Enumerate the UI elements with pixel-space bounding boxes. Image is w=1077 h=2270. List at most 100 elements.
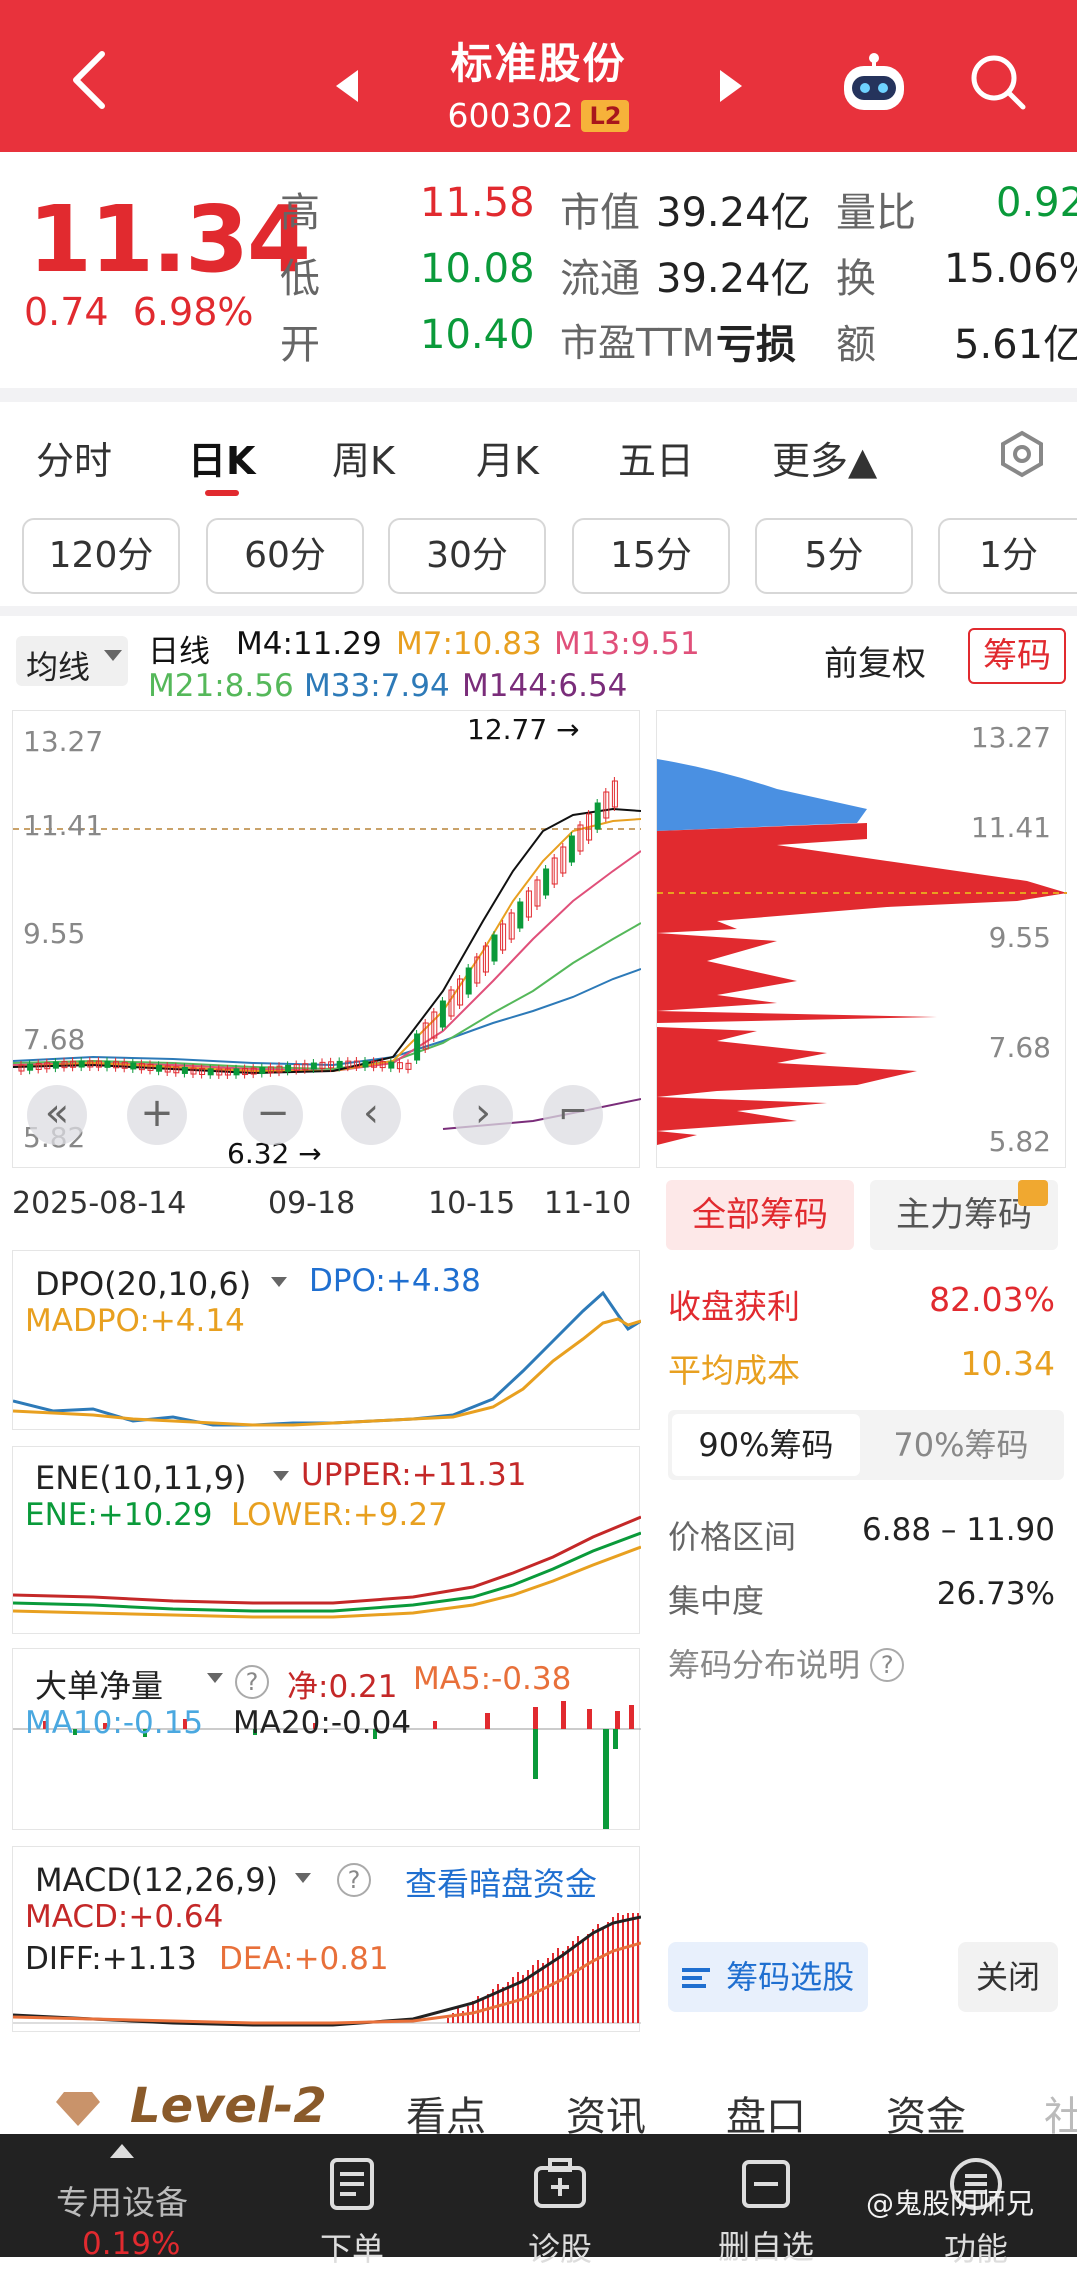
big-order-ma10: MA10:-0.15 [25,1705,204,1741]
tab-more[interactable]: 更多▲ [772,439,878,483]
chip-help[interactable]: 筹码分布说明 ? [668,1640,905,1686]
candle-body [61,1061,68,1069]
candle-body [551,857,558,885]
dark-pool-funds-link[interactable]: 查看暗盘资金 [405,1865,598,1903]
candle-body [147,1063,154,1071]
scroll-right-button[interactable]: › [453,1085,513,1145]
search-icon[interactable] [968,52,1028,112]
candle-body [319,1061,326,1069]
big-order-chart [13,1701,641,1829]
level2-brand[interactable]: Level-2 [130,2078,327,2134]
avg-cost-label: 平均成本 [668,1351,800,1390]
ene-select[interactable]: ENE(10,11,9) [21,1453,291,1501]
tab-news[interactable]: 资讯 [566,2094,646,2140]
ma-m21: M21:8.56 [148,668,294,704]
prev-stock-icon[interactable] [336,70,358,102]
dpo-panel: DPO(20,10,6) DPO:+4.38 MADPO:+4.14 [12,1250,642,1430]
sector-name[interactable]: 专用设备 [56,2183,188,2222]
top-bar: 标准股份 600302 L2 [0,0,1077,152]
nav-order[interactable]: 下单 [262,2134,442,2270]
adjust-mode[interactable]: 前复权 [824,644,926,684]
period-1min[interactable]: 1分 [938,518,1077,594]
big-order-panel: 大单净量 ? 净:0.21 MA5:-0.38 MA10:-0.15 MA20:… [12,1648,641,1830]
tab-monthly-k[interactable]: 月K [476,439,539,483]
tab-community[interactable]: 社 [1044,2094,1077,2140]
ma4-line [12,807,642,1075]
tab-orderbook[interactable]: 盘口 [726,2094,806,2140]
robot-assistant-icon[interactable] [838,50,910,114]
candle-body [121,1061,128,1069]
kline-chart[interactable]: 13.27 11.41 9.55 7.68 5.82 12.77 → 6.32 … [12,710,642,1170]
tab-weekly-k[interactable]: 周K [332,439,395,483]
period-5min[interactable]: 5分 [755,518,913,594]
zoom-out-button[interactable]: − [243,1085,303,1145]
tab-intraday[interactable]: 分时 [36,439,113,483]
candle-body [345,1060,352,1068]
chip-y-tick: 5.82 [988,1125,1051,1158]
big-order-net: 净:0.21 [287,1669,398,1705]
macd-value: MACD:+0.64 [25,1899,224,1935]
rewind-button[interactable]: « [27,1085,87,1145]
ene-panel: ENE(10,11,9) UPPER:+11.31 ENE:+10.29 LOW… [12,1446,642,1634]
chips-toggle-button[interactable]: 筹码 [968,628,1066,684]
help-icon: ? [870,1648,905,1682]
period-30min[interactable]: 30分 [388,518,546,594]
tab-five-day[interactable]: 五日 [618,439,695,483]
kline-y-tick: 9.55 [23,917,86,950]
candle-body [362,1060,369,1068]
candle-body [388,1061,395,1069]
zoom-in-button[interactable]: + [127,1085,187,1145]
scroll-left-button[interactable]: ‹ [341,1085,401,1145]
kline-canvas [12,777,642,1130]
kline-y-tick: 7.68 [23,1023,86,1056]
chip-y-tick: 7.68 [988,1031,1051,1064]
tab-all-chips[interactable]: 全部筹码 [666,1180,854,1250]
big-order-ma20: MA20:-0.04 [233,1705,412,1741]
concentration-value: 26.73% [936,1576,1055,1612]
tab-main-chips[interactable]: 主力筹码 [870,1180,1058,1250]
fullscreen-button[interactable]: ⌐ [543,1085,603,1145]
ma-m13: M13:9.51 [554,626,700,662]
ma33-line [12,968,642,1067]
next-stock-icon[interactable] [720,70,742,102]
profit-value: 82.03% [929,1280,1055,1319]
settings-hexagon-icon[interactable] [998,430,1046,478]
candle-body [474,956,481,984]
big-order-select[interactable]: 大单净量 [21,1655,235,1705]
tab-70pct[interactable]: 70%筹码 [893,1426,1029,1464]
nav-remove-watchlist[interactable]: 删自选 [676,2134,856,2268]
profit-label: 收盘获利 [668,1287,800,1326]
tab-funds[interactable]: 资金 [886,2094,966,2140]
diamond-icon [56,2092,100,2126]
candle-body [199,1067,206,1075]
candle-body [181,1066,188,1074]
candle-body [457,978,464,1006]
period-120min[interactable]: 120分 [22,518,180,594]
dpo-select[interactable]: DPO(20,10,6) [21,1259,297,1307]
nav-diagnose[interactable]: 诊股 [470,2134,650,2270]
ma-select[interactable]: 均线 [16,636,128,686]
dea-value: DEA:+0.81 [219,1941,389,1977]
tab-90pct[interactable]: 90%筹码 [672,1414,860,1476]
period-60min[interactable]: 60分 [206,518,364,594]
ene-lower: LOWER:+9.27 [231,1497,448,1533]
candle-body [353,1060,360,1068]
help-icon[interactable]: ? [337,1863,371,1897]
tab-highlights[interactable]: 看点 [406,2094,486,2140]
macd-select[interactable]: MACD(12,26,9) [21,1855,319,1903]
candle-body [285,1064,292,1072]
kline-x-tick: 10-15 [428,1186,516,1221]
close-chips-button[interactable]: 关闭 [958,1942,1058,2012]
candle-body [414,1033,421,1061]
ma-kind: 日线 [148,634,210,670]
candle-body [328,1061,335,1069]
sector-change: 0.19% [82,2226,181,2262]
chip-stock-select-button[interactable]: 筹码选股 [668,1942,868,2012]
diff-value: DIFF:+1.13 [25,1941,197,1977]
document-icon [330,2158,374,2210]
help-icon[interactable]: ? [235,1665,269,1699]
tab-daily-k[interactable]: 日K [188,439,256,483]
period-15min[interactable]: 15分 [572,518,730,594]
candle-body [577,824,584,852]
back-arrow-icon[interactable] [70,50,110,110]
